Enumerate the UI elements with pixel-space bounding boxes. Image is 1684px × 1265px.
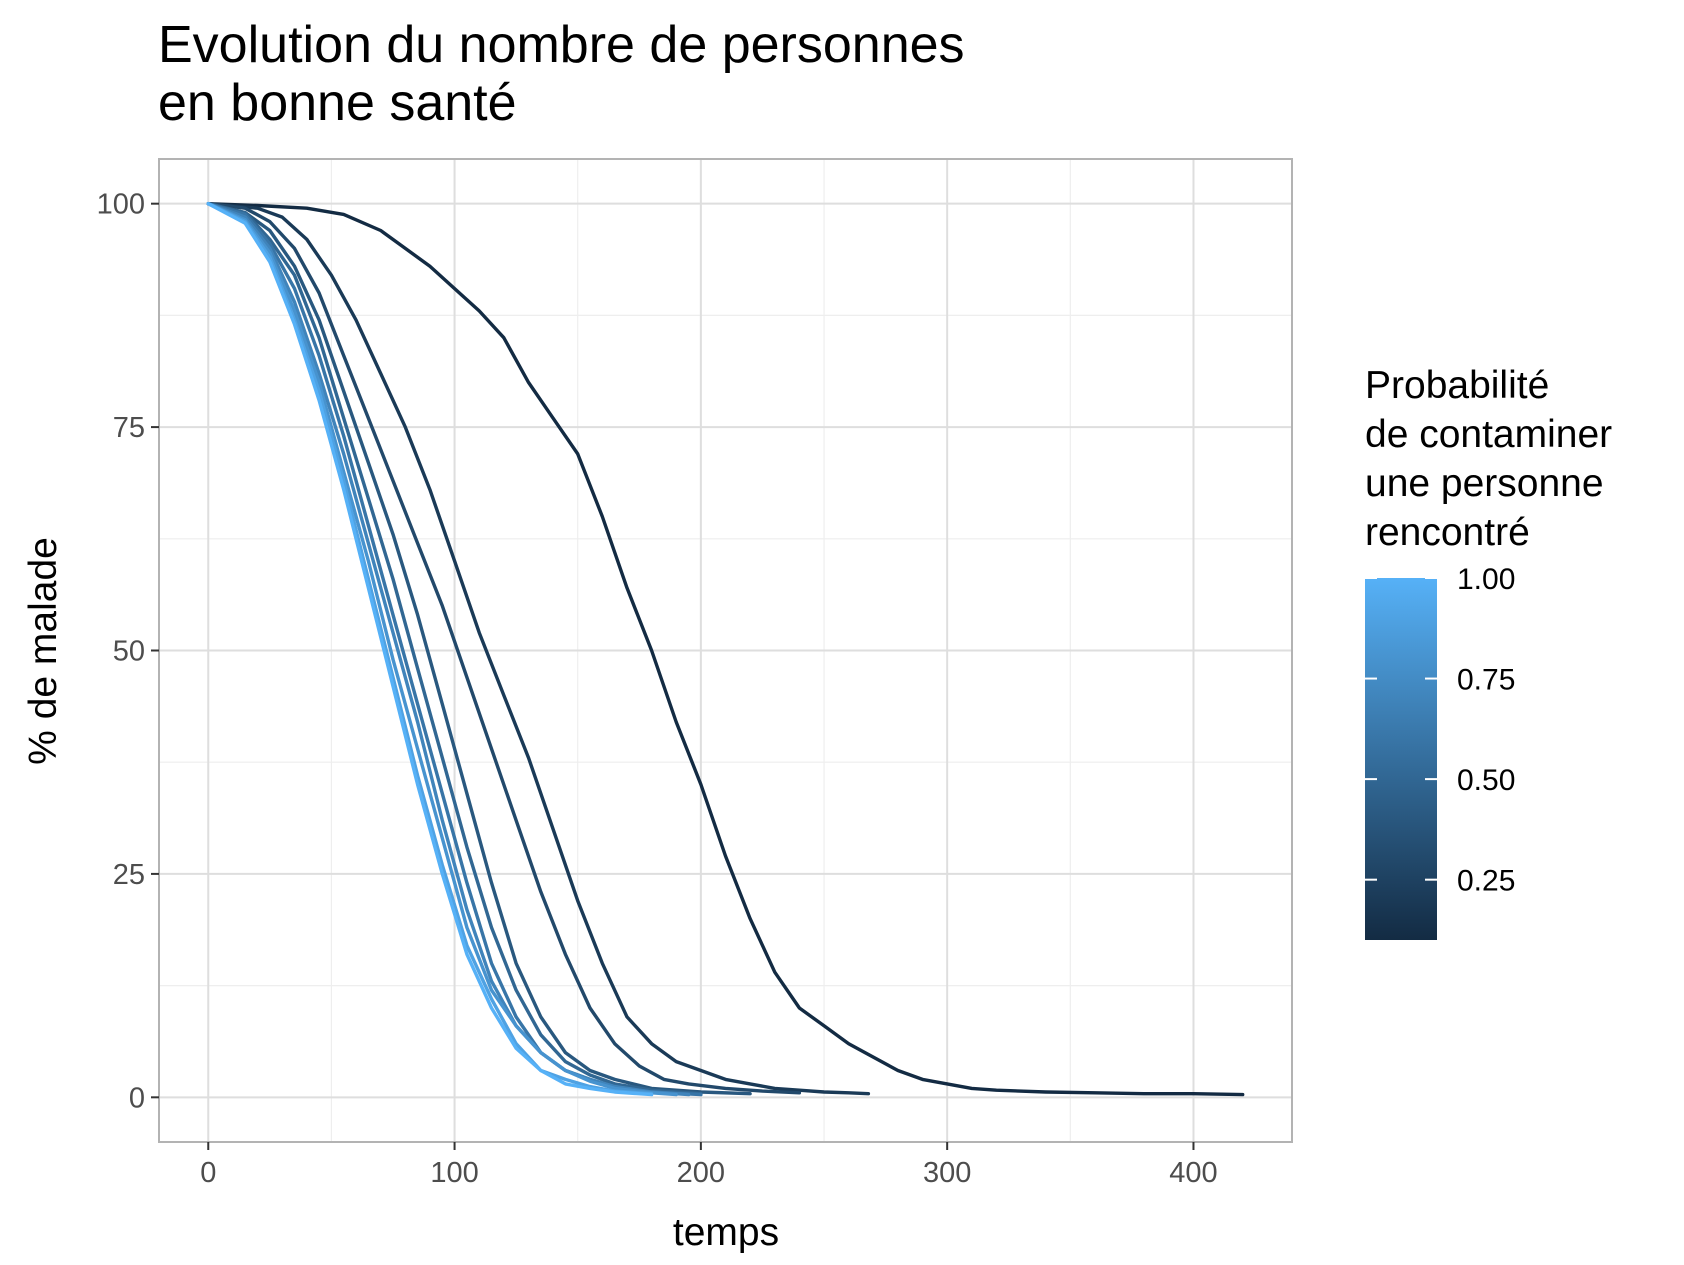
series-line	[206, 202, 871, 1096]
major-gridlines	[159, 159, 1292, 1142]
legend-tick-label: 1.00	[1457, 563, 1515, 596]
y-axis-ticks: 0 25 50 75 100	[97, 189, 159, 1114]
y-tick-label: 100	[97, 189, 145, 221]
series-line	[206, 202, 678, 1097]
legend-title-line-3: une personne	[1365, 462, 1604, 505]
series-line	[206, 202, 703, 1096]
y-tick-label: 25	[113, 859, 145, 891]
y-axis-title: % de malade	[22, 537, 65, 765]
y-tick-label: 50	[113, 636, 145, 668]
y-tick-label: 75	[113, 412, 145, 444]
y-tick-label: 0	[129, 1082, 145, 1114]
legend-tick-label: 0.75	[1457, 664, 1515, 697]
series-lines	[206, 202, 1245, 1097]
x-tick-label: 200	[677, 1157, 725, 1189]
x-tick-label: 300	[923, 1157, 971, 1189]
x-axis-title: temps	[673, 1211, 779, 1254]
legend: Probabilité de contaminer une personne r…	[1365, 364, 1623, 940]
x-tick-label: 400	[1169, 1157, 1217, 1189]
legend-tick-label: 0.50	[1457, 764, 1515, 797]
chart-title: Evolution du nombre de personnes en bonn…	[158, 16, 979, 132]
series-line	[206, 202, 752, 1096]
series-line	[206, 202, 654, 1096]
legend-colorbar	[1365, 578, 1437, 940]
legend-title: Probabilité de contaminer une personne r…	[1365, 364, 1623, 554]
chart-title-line-1: Evolution du nombre de personnes	[158, 16, 965, 74]
series-line	[206, 202, 691, 1097]
x-tick-label: 100	[430, 1157, 478, 1189]
series-line	[206, 202, 1245, 1097]
x-axis-ticks: 0 100 200 300 400	[200, 1142, 1218, 1189]
minor-gridlines	[159, 159, 1292, 1142]
chart-title-line-2: en bonne santé	[158, 74, 517, 132]
x-tick-label: 0	[200, 1157, 216, 1189]
series-line	[206, 202, 654, 1097]
legend-title-line-4: rencontré	[1365, 511, 1530, 554]
series-line	[206, 202, 802, 1095]
legend-title-line-2: de contaminer	[1365, 413, 1612, 456]
legend-title-line-1: Probabilité	[1365, 364, 1549, 407]
legend-tick-label: 0.25	[1457, 865, 1515, 898]
legend-ticks: 0.25 0.50 0.75 1.00	[1365, 563, 1515, 898]
plot-area	[158, 158, 1293, 1143]
